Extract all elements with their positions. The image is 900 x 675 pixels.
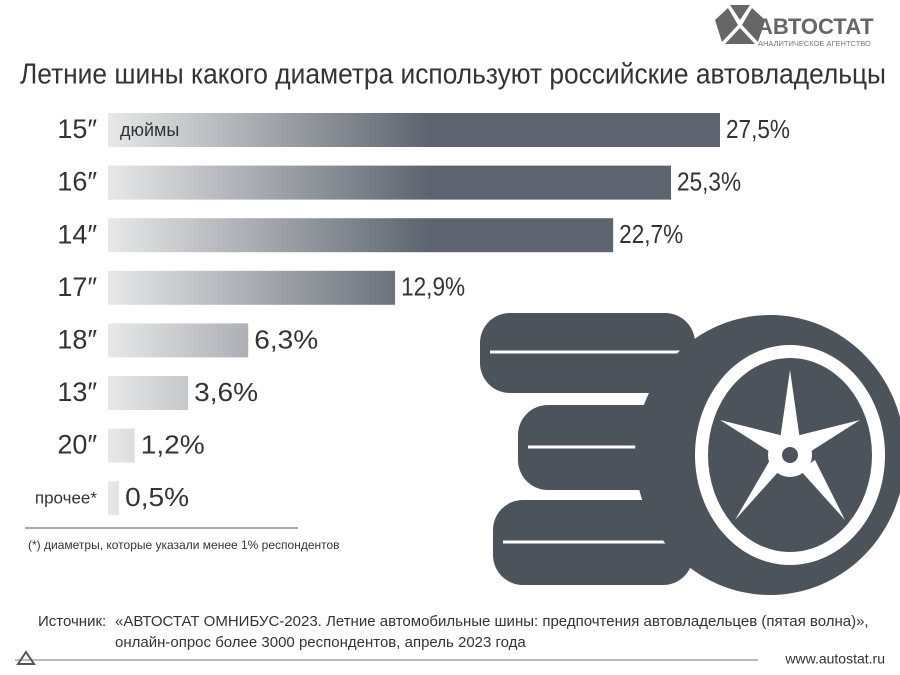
category-label: 18″ bbox=[57, 325, 97, 355]
bar bbox=[108, 323, 249, 358]
unit-label: дюймы bbox=[120, 120, 179, 140]
bar bbox=[108, 270, 396, 305]
value-label: 6,3% bbox=[254, 324, 318, 354]
category-label: прочее* bbox=[35, 489, 98, 508]
category-label: 17″ bbox=[57, 272, 97, 302]
category-label: 15″ bbox=[57, 114, 97, 144]
source-line: «АВТОСТАТ ОМНИБУС-2023. Летние автомобил… bbox=[115, 613, 869, 630]
category-label: 13″ bbox=[57, 377, 97, 407]
category-label: 16″ bbox=[57, 167, 97, 197]
source-line: онлайн-опрос более 3000 респондентов, ап… bbox=[115, 634, 526, 651]
logo-icon bbox=[715, 5, 765, 44]
logo-tagline: АНАЛИТИЧЕСКОЕ АГЕНТСТВО bbox=[758, 39, 871, 48]
source-label: Источник: bbox=[38, 613, 106, 630]
bar bbox=[108, 218, 614, 253]
bar bbox=[108, 481, 120, 516]
bar bbox=[108, 428, 135, 463]
bar bbox=[108, 376, 189, 410]
value-label: 0,5% bbox=[125, 482, 189, 512]
value-label: 12,9% bbox=[401, 272, 465, 302]
url: www.autostat.ru bbox=[784, 651, 885, 667]
value-label: 3,6% bbox=[194, 377, 258, 407]
value-label: 27,5% bbox=[726, 114, 790, 144]
value-label: 1,2% bbox=[141, 429, 205, 459]
category-label: 20″ bbox=[57, 430, 97, 460]
footer-icon bbox=[16, 650, 36, 665]
logo-name: АВТОСТАТ bbox=[757, 14, 874, 39]
bar bbox=[108, 165, 672, 200]
category-label: 14″ bbox=[57, 219, 97, 249]
chart-title: Летние шины какого диаметра используют р… bbox=[20, 59, 886, 91]
bar bbox=[108, 113, 720, 147]
footnote: (*) диаметры, которые указали менее 1% р… bbox=[28, 538, 340, 552]
value-label: 22,7% bbox=[619, 219, 683, 249]
tires-illustration bbox=[480, 313, 900, 595]
value-label: 25,3% bbox=[677, 166, 741, 196]
